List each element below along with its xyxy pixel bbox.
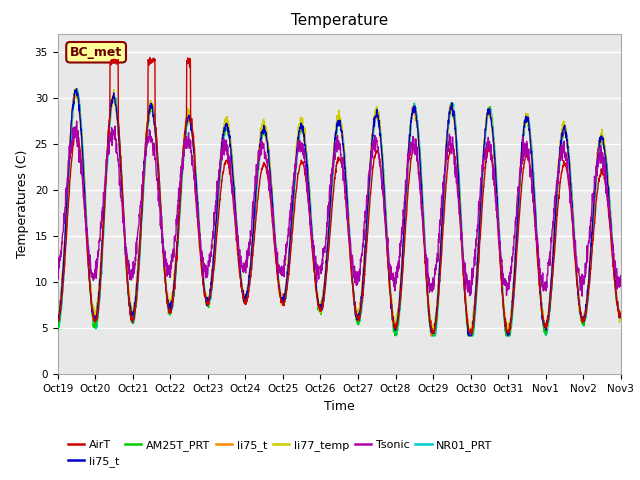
AM25T_PRT bbox=[504, 333, 511, 338]
AM25T_PRT bbox=[617, 315, 625, 321]
li75_t bbox=[73, 86, 81, 92]
NR01_PRT bbox=[368, 149, 376, 155]
li77_temp bbox=[583, 293, 591, 299]
X-axis label: Time: Time bbox=[324, 400, 355, 413]
AirT bbox=[368, 175, 376, 180]
li75_t bbox=[54, 312, 61, 318]
Line: li77_temp: li77_temp bbox=[58, 89, 621, 336]
AirT bbox=[54, 315, 61, 321]
AirT bbox=[429, 330, 436, 336]
li77_temp bbox=[568, 188, 575, 194]
Line: li75_t: li75_t bbox=[58, 89, 621, 336]
li75_t bbox=[583, 293, 591, 299]
Tsonic bbox=[579, 293, 586, 299]
Tsonic bbox=[368, 144, 376, 149]
Line: AM25T_PRT: AM25T_PRT bbox=[58, 89, 621, 336]
AirT bbox=[211, 258, 219, 264]
li75_t bbox=[356, 309, 364, 314]
li77_temp bbox=[617, 315, 625, 321]
li75_t bbox=[466, 333, 474, 338]
NR01_PRT bbox=[211, 252, 219, 257]
li77_temp bbox=[356, 306, 364, 312]
li75_t bbox=[504, 329, 511, 335]
li77_temp bbox=[504, 327, 511, 333]
Title: Temperature: Temperature bbox=[291, 13, 388, 28]
AirT bbox=[583, 301, 591, 307]
Tsonic bbox=[503, 287, 511, 293]
NR01_PRT bbox=[54, 325, 61, 331]
AirT bbox=[356, 313, 364, 319]
li75_t bbox=[211, 237, 219, 242]
AM25T_PRT bbox=[356, 314, 364, 320]
NR01_PRT bbox=[583, 306, 591, 312]
AirT bbox=[146, 55, 154, 60]
li75_t bbox=[356, 305, 364, 311]
li75_t bbox=[54, 315, 61, 321]
li77_temp bbox=[467, 333, 474, 338]
Line: AirT: AirT bbox=[58, 58, 621, 333]
AirT bbox=[504, 327, 511, 333]
NR01_PRT bbox=[356, 317, 364, 323]
li77_temp bbox=[72, 86, 79, 92]
Line: NR01_PRT: NR01_PRT bbox=[58, 89, 621, 336]
AM25T_PRT bbox=[211, 244, 219, 250]
Tsonic bbox=[73, 118, 81, 124]
Tsonic bbox=[617, 273, 625, 278]
li75_t bbox=[211, 232, 219, 238]
Text: BC_met: BC_met bbox=[70, 46, 122, 59]
li75_t bbox=[568, 197, 575, 203]
Legend: AirT, li75_t, AM25T_PRT, li75_t, li77_temp, Tsonic, NR01_PRT: AirT, li75_t, AM25T_PRT, li75_t, li77_te… bbox=[63, 436, 497, 471]
NR01_PRT bbox=[617, 314, 625, 320]
li75_t bbox=[583, 295, 591, 300]
Tsonic bbox=[568, 194, 575, 200]
li77_temp bbox=[54, 312, 61, 317]
li75_t bbox=[568, 194, 575, 200]
AM25T_PRT bbox=[392, 333, 400, 338]
li75_t bbox=[504, 326, 511, 332]
Tsonic bbox=[211, 212, 219, 217]
li75_t bbox=[617, 313, 625, 319]
AM25T_PRT bbox=[583, 299, 591, 305]
li75_t bbox=[72, 86, 79, 92]
AirT bbox=[617, 315, 625, 321]
Line: li75_t: li75_t bbox=[58, 89, 621, 336]
NR01_PRT bbox=[428, 333, 436, 338]
NR01_PRT bbox=[72, 86, 80, 92]
li75_t bbox=[466, 333, 474, 338]
Line: Tsonic: Tsonic bbox=[58, 121, 621, 296]
Tsonic bbox=[583, 243, 591, 249]
li75_t bbox=[368, 134, 376, 140]
Tsonic bbox=[356, 269, 364, 275]
li75_t bbox=[617, 311, 625, 316]
Tsonic bbox=[54, 270, 61, 276]
AirT bbox=[568, 208, 575, 214]
NR01_PRT bbox=[504, 333, 511, 338]
AM25T_PRT bbox=[568, 192, 575, 197]
li77_temp bbox=[368, 139, 376, 145]
NR01_PRT bbox=[568, 181, 575, 187]
li75_t bbox=[368, 137, 376, 143]
AM25T_PRT bbox=[54, 325, 61, 331]
li77_temp bbox=[211, 235, 219, 240]
Y-axis label: Temperatures (C): Temperatures (C) bbox=[16, 150, 29, 258]
AM25T_PRT bbox=[73, 86, 81, 92]
AM25T_PRT bbox=[368, 142, 376, 148]
